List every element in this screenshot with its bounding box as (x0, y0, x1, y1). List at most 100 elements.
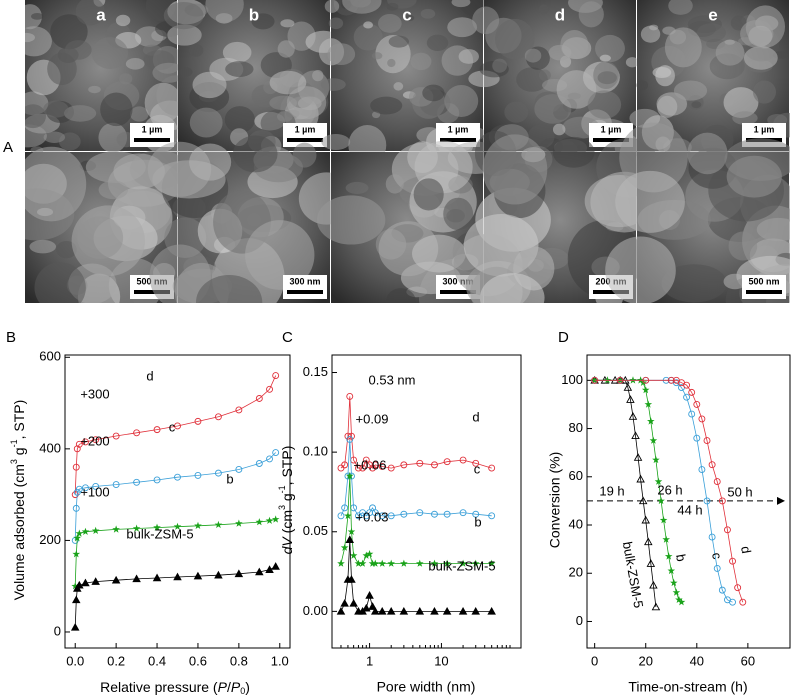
point (708, 461, 716, 469)
sem-texture (345, 181, 369, 195)
sem-texture (196, 275, 263, 303)
sem-texture (276, 111, 293, 122)
sem-texture (43, 100, 69, 118)
series-label: bulk-ZSM-5 (126, 526, 193, 541)
point (471, 559, 480, 567)
sem-texture (661, 264, 727, 303)
y-tick-label: 600 (39, 349, 61, 364)
scale-bar-box (742, 275, 786, 299)
point (646, 559, 656, 567)
plot-frame (64, 354, 291, 649)
point (174, 473, 181, 481)
point (70, 622, 80, 631)
x-tick-label: 0.4 (148, 653, 166, 668)
sem-texture (388, 35, 410, 48)
point (459, 559, 467, 567)
point (647, 417, 655, 425)
point (82, 484, 89, 492)
series-label: bulk-ZSM-5 (620, 540, 646, 609)
point (458, 606, 468, 615)
sem-texture (538, 4, 549, 15)
point (371, 559, 380, 567)
sem-texture (189, 107, 223, 138)
sem-texture (251, 13, 275, 30)
panel-label: D (558, 329, 569, 346)
sem-texture (752, 80, 776, 104)
point (271, 515, 280, 523)
plot-frame (586, 354, 791, 649)
x-axis-title: Time-on-stream (h) (628, 679, 747, 695)
point (688, 388, 696, 396)
scale-bar-box (283, 275, 327, 299)
sem-texture (726, 155, 782, 198)
point (649, 436, 658, 444)
sem-texture (71, 205, 145, 277)
x-tick-label: 0.0 (66, 653, 84, 668)
sem-texture (167, 24, 202, 46)
sem-texture (320, 78, 346, 91)
point (358, 559, 367, 567)
point (651, 602, 661, 611)
point (112, 481, 120, 489)
sem-texture (640, 25, 661, 43)
sem-texture (370, 96, 403, 115)
annotation: +0.06 (354, 457, 387, 472)
sem-texture (377, 13, 402, 33)
sem-texture (560, 29, 589, 60)
point (378, 463, 386, 470)
panel-label: B (6, 329, 16, 346)
point (75, 580, 84, 589)
panel-label: C (282, 329, 293, 346)
point (377, 606, 387, 615)
sem-texture (426, 34, 449, 52)
point (430, 559, 439, 567)
annotation: 44 h (677, 502, 702, 517)
point (255, 460, 263, 467)
point (336, 606, 346, 615)
sem-texture (605, 236, 676, 303)
point (378, 559, 386, 567)
point (387, 464, 395, 472)
point (73, 534, 82, 542)
sem-texture (192, 71, 227, 99)
point (387, 512, 395, 520)
sem-texture (179, 67, 193, 77)
point (344, 511, 352, 520)
sem-texture (728, 231, 758, 261)
sem-texture (422, 84, 445, 102)
point (633, 453, 643, 461)
scale-bar-label: 1 µm (448, 124, 469, 134)
point (91, 526, 100, 534)
y-tick-label: 0 (576, 613, 583, 628)
sem-texture (696, 23, 726, 43)
point (400, 461, 408, 469)
scale-bar-label: 1 µm (142, 124, 163, 134)
annotation: 26 h (657, 482, 682, 497)
y-tick-label: 60 (569, 468, 583, 483)
annotation: 50 h (727, 484, 752, 499)
point (173, 522, 182, 530)
sem-texture (31, 12, 44, 20)
sem-texture (458, 49, 479, 64)
point (378, 512, 386, 520)
point (718, 586, 726, 594)
point (340, 598, 349, 607)
sem-texture (56, 241, 77, 259)
series-line (74, 452, 276, 541)
y-tick-label: 100 (561, 372, 583, 387)
point (346, 472, 354, 480)
point (92, 436, 100, 444)
y-axis-title: Volume adsorbed (cm3 g-1, STP) (9, 400, 26, 601)
point (626, 395, 635, 403)
point (345, 535, 355, 543)
point (399, 606, 409, 615)
sem-texture (723, 273, 747, 290)
sem-texture (189, 143, 232, 181)
point (349, 598, 358, 607)
sem-texture (100, 92, 133, 127)
point (346, 435, 354, 443)
sem-texture (756, 217, 790, 242)
x-tick-label: 0.8 (230, 653, 248, 668)
point (359, 464, 367, 472)
